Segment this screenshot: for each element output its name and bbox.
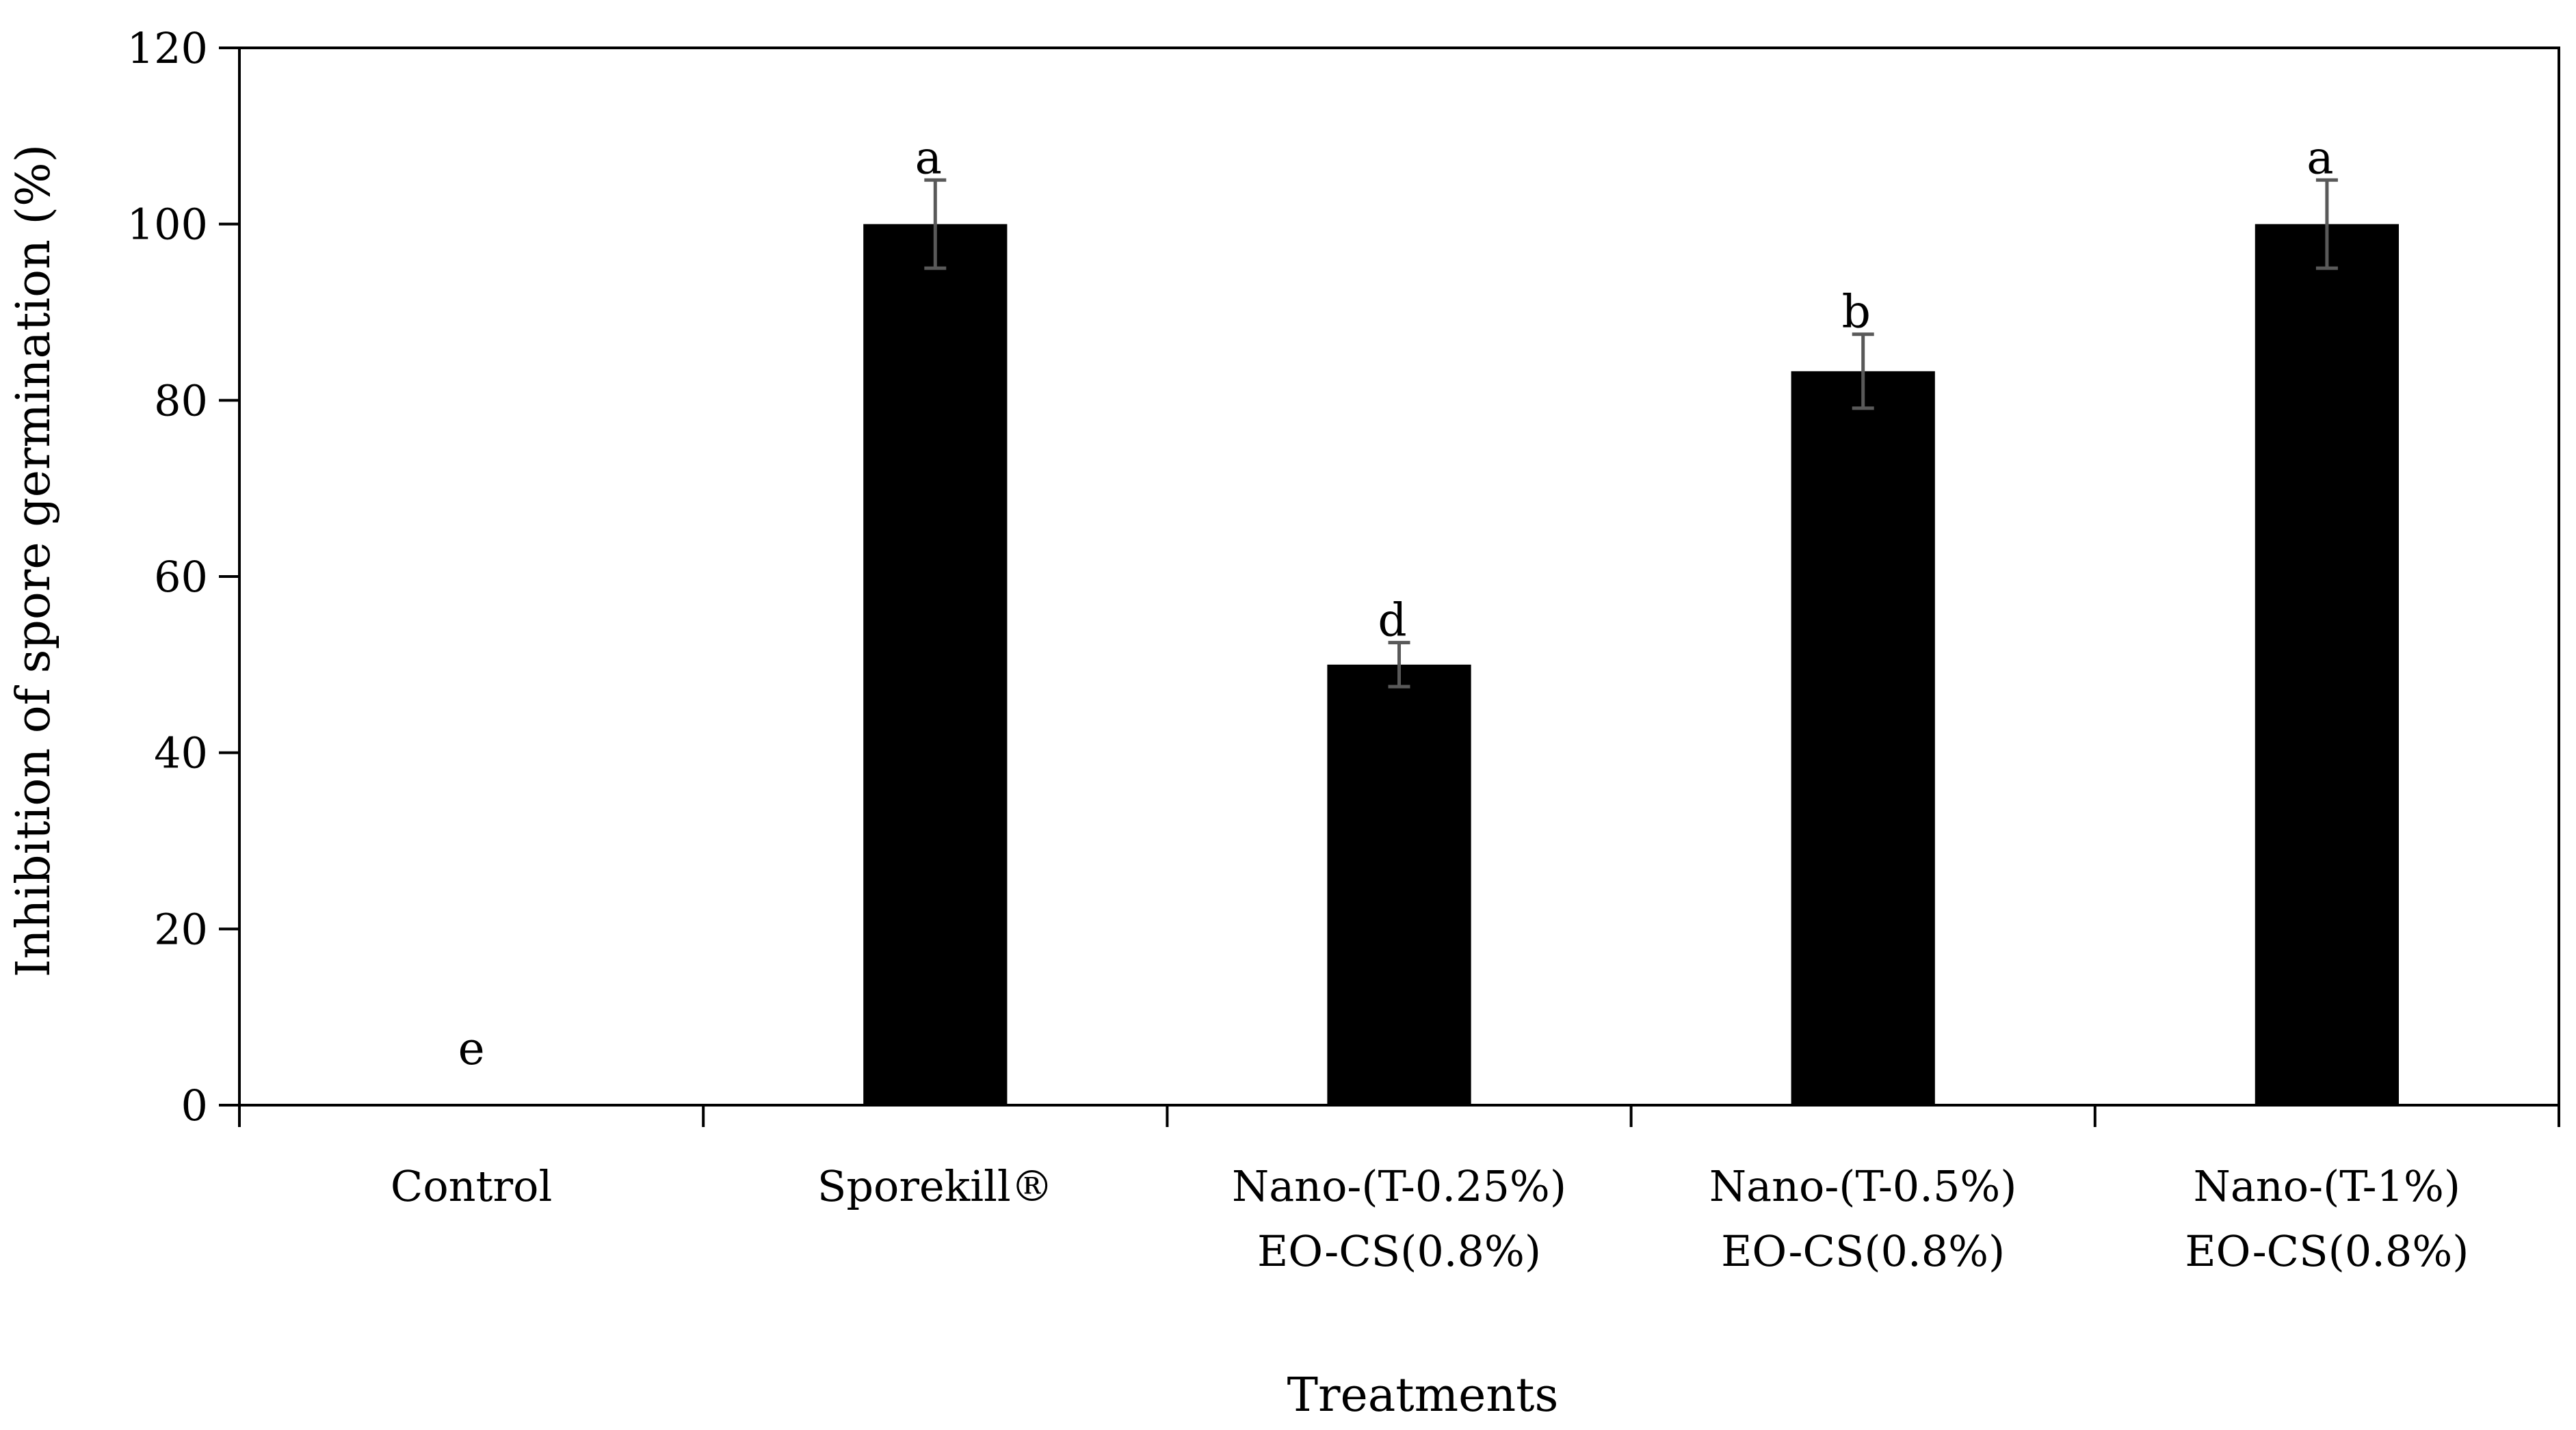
significance-letter: e xyxy=(458,1022,485,1075)
bar xyxy=(1791,371,1935,1105)
y-axis-title: Inhibition of spore germination (%) xyxy=(7,144,61,977)
x-axis: Control Sporekill® Nano-(T-0.25%) EO-CS(0.8… xyxy=(238,1104,2560,1276)
bar xyxy=(1327,664,1471,1105)
significance-letter: b xyxy=(1842,286,1871,339)
x-category-label: Sporekill® xyxy=(817,1161,1053,1211)
bars xyxy=(863,224,2400,1106)
x-category-label: Control xyxy=(391,1161,552,1211)
y-tick-label: 80 xyxy=(154,375,208,425)
y-tick-label: 0 xyxy=(181,1081,208,1130)
x-category-label: Nano-(T-1%) xyxy=(2194,1161,2460,1211)
x-category-label: Nano-(T-0.25%) xyxy=(1232,1161,1566,1211)
bar xyxy=(863,224,1008,1106)
x-category-label: EO-CS(0.8%) xyxy=(2185,1226,2469,1276)
x-category-label: EO-CS(0.8%) xyxy=(1257,1226,1541,1276)
x-category-label: EO-CS(0.8%) xyxy=(1721,1226,2005,1276)
bar xyxy=(2255,224,2400,1106)
y-tick-label: 40 xyxy=(154,728,208,778)
error-bars xyxy=(924,178,2338,689)
significance-letters: e a d b a xyxy=(458,131,2334,1075)
y-tick-label: 20 xyxy=(154,904,208,954)
x-axis-title: Treatments xyxy=(1287,1368,1559,1422)
y-axis: 0 20 40 60 80 100 120 xyxy=(127,23,241,1130)
significance-letter: a xyxy=(915,131,942,184)
y-tick-label: 60 xyxy=(154,552,208,602)
significance-letter: d xyxy=(1378,594,1406,647)
x-category-label: Nano-(T-0.5%) xyxy=(1709,1161,2017,1211)
y-tick-label: 100 xyxy=(127,200,208,250)
significance-letter: a xyxy=(2306,131,2333,184)
y-tick-label: 120 xyxy=(127,23,208,73)
